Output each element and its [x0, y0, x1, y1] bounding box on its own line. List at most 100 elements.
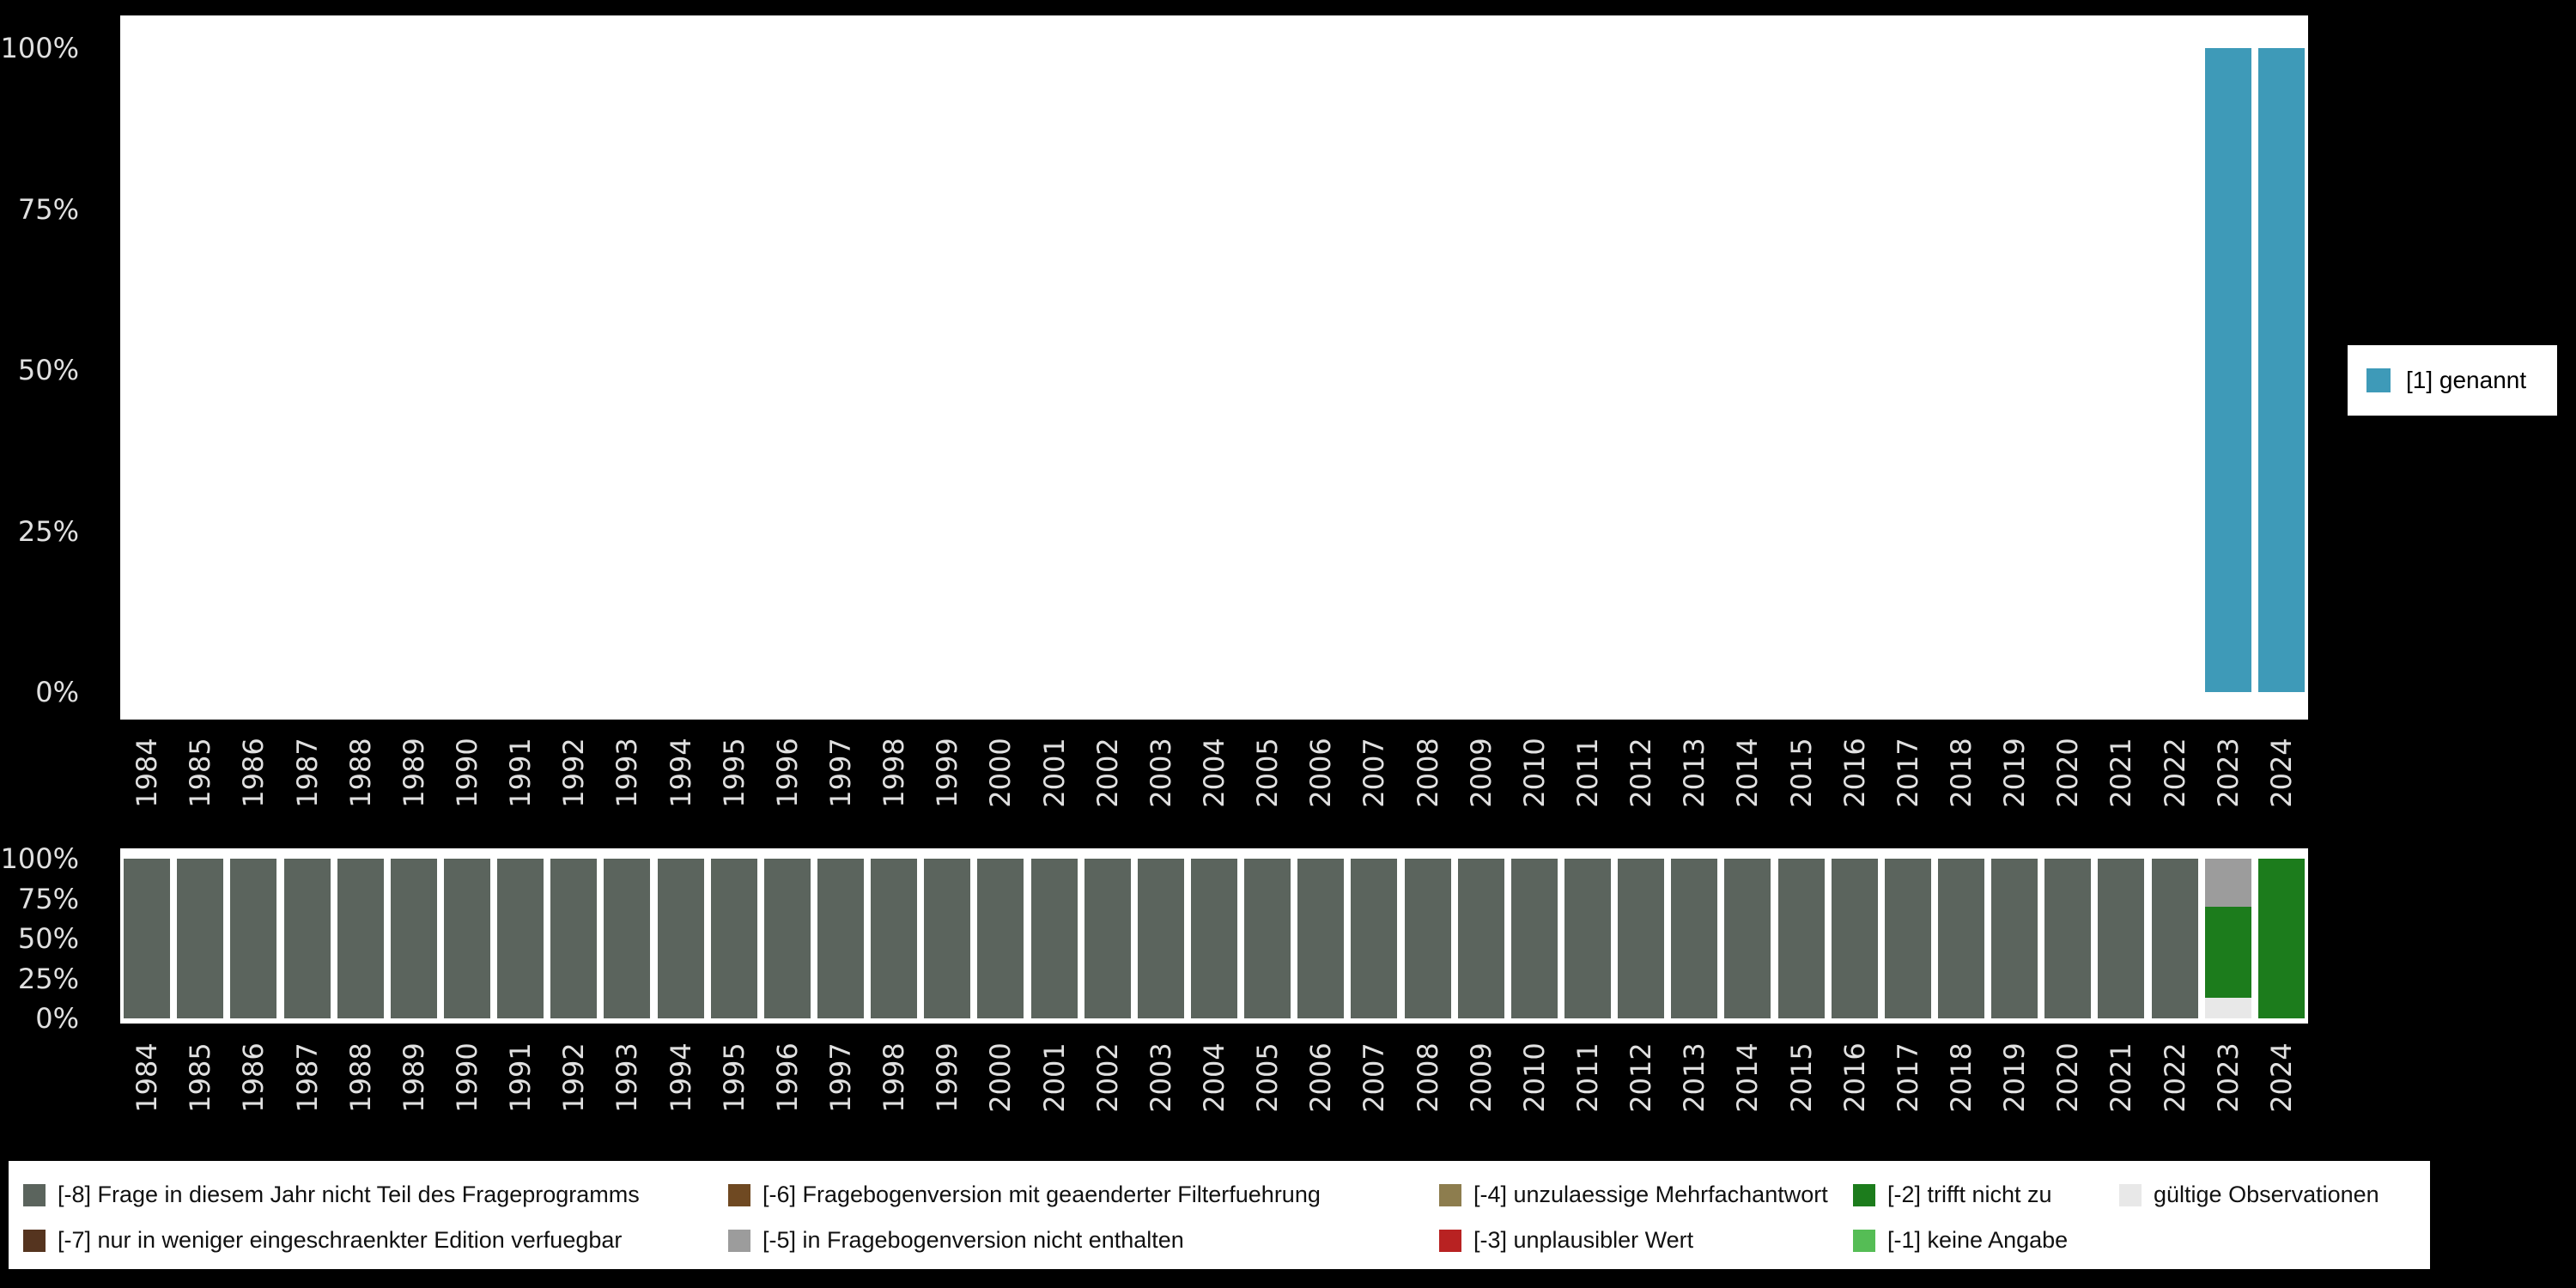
- bar-segment: [1618, 859, 1665, 1018]
- x-axis-year-label: 2023: [2211, 738, 2245, 808]
- bar-segment: [497, 859, 544, 1018]
- bar-segment: [763, 859, 811, 1018]
- legend-entry: [-6] Fragebogenversion mit geaenderter F…: [728, 1182, 1321, 1208]
- x-axis-year-label: 1993: [611, 1042, 644, 1113]
- bar-segment: [230, 859, 277, 1018]
- x-axis-year-label: 2017: [1891, 738, 1924, 808]
- bar-segment: [177, 859, 224, 1018]
- x-axis-year-label: 1992: [557, 1042, 591, 1113]
- legend-label: [-8] Frage in diesem Jahr nicht Teil des…: [58, 1182, 640, 1207]
- x-axis-year-label: 2021: [2105, 738, 2138, 808]
- bar-segment: [2098, 859, 2145, 1018]
- y-tick-label: 50%: [17, 354, 79, 386]
- legend-label: [-4] unzulaessige Mehrfachantwort: [1473, 1182, 1828, 1207]
- bar-segment: [1030, 859, 1078, 1018]
- x-axis-year-label: 2023: [2211, 1042, 2245, 1113]
- bar-segment: [2204, 997, 2251, 1018]
- bar-segment: [443, 859, 490, 1018]
- y-tick-label: 50%: [17, 922, 79, 955]
- x-axis-year-label: 2002: [1091, 738, 1124, 808]
- x-axis-year-label: 2000: [984, 738, 1018, 808]
- x-axis-year-label: 2001: [1037, 738, 1071, 808]
- x-axis-year-label: 2009: [1464, 1042, 1498, 1113]
- bar-segment: [390, 859, 437, 1018]
- x-axis-year-label: 2017: [1891, 1042, 1924, 1113]
- x-axis-year-label: 1997: [823, 1042, 857, 1113]
- x-axis-year-label: 1988: [343, 1042, 377, 1113]
- x-axis-year-label: 1990: [450, 1042, 483, 1113]
- x-axis-year-label: 1999: [931, 738, 964, 808]
- x-axis-year-label: 1995: [717, 1042, 750, 1113]
- bar-segment: [1351, 859, 1398, 1018]
- x-axis-year-label: 1992: [557, 738, 591, 808]
- bar-segment: [924, 859, 971, 1018]
- legend-entry: [-7] nur in weniger eingeschraenkter Edi…: [23, 1227, 622, 1254]
- bar-segment: [2204, 906, 2251, 998]
- y-tick-label: 100%: [0, 32, 79, 64]
- y-tick-label: 25%: [17, 514, 79, 548]
- x-axis-year-label: 1989: [397, 738, 430, 808]
- x-axis-year-label: 2005: [1251, 738, 1285, 808]
- x-axis-year-label: 1998: [878, 1042, 911, 1113]
- legend-swatch: [1439, 1229, 1461, 1252]
- x-axis-year-label: 2019: [1998, 1042, 2032, 1113]
- bar-segment: [1564, 859, 1612, 1018]
- y-tick-label: 0%: [35, 1002, 79, 1035]
- bar-segment: [1084, 859, 1131, 1018]
- legend-label: [-7] nur in weniger eingeschraenkter Edi…: [58, 1227, 623, 1253]
- x-axis-year-label: 1986: [237, 738, 270, 808]
- x-axis-year-label: 2018: [1945, 1042, 1978, 1113]
- x-axis-year-label: 2003: [1144, 1042, 1177, 1113]
- bar-segment: [1938, 859, 1985, 1018]
- legend-entry: [-5] in Fragebogenversion nicht enthalte…: [728, 1227, 1184, 1254]
- x-axis-year-label: 2003: [1144, 738, 1177, 808]
- bar-segment: [1404, 859, 1451, 1018]
- genannt-legend-swatch: [2366, 368, 2391, 392]
- x-axis-year-label: 2015: [1784, 738, 1818, 808]
- x-axis-year-label: 2006: [1304, 738, 1338, 808]
- x-axis-year-label: 2019: [1998, 738, 2032, 808]
- x-axis-year-label: 2014: [1731, 1042, 1765, 1113]
- x-axis-year-label: 1984: [131, 738, 164, 808]
- x-axis-year-label: 1989: [397, 1042, 430, 1113]
- legend-label: [-5] in Fragebogenversion nicht enthalte…: [762, 1227, 1184, 1253]
- bar-segment: [1671, 859, 1718, 1018]
- x-axis-year-label: 2022: [2158, 1042, 2191, 1113]
- x-axis-year-label: 2013: [1678, 738, 1711, 808]
- x-axis-year-label: 1997: [823, 738, 857, 808]
- x-axis-year-label: 2012: [1625, 1042, 1658, 1113]
- legend-swatch: [23, 1183, 46, 1206]
- bottom-plot-panel: [120, 848, 2308, 1024]
- x-axis-year-label: 2000: [984, 1042, 1018, 1113]
- bar-segment: [2257, 859, 2305, 1018]
- x-axis-year-label: 2008: [1411, 1042, 1444, 1113]
- x-axis-year-label: 2016: [1838, 1042, 1871, 1113]
- bar-segment: [1457, 859, 1504, 1018]
- bar-segment: [1137, 859, 1184, 1018]
- legend-entry: gültige Observationen: [2119, 1182, 2379, 1208]
- bar-segment: [2151, 859, 2198, 1018]
- bar-segment: [871, 859, 918, 1018]
- bar-segment: [337, 859, 384, 1018]
- x-axis-year-label: 1995: [717, 738, 750, 808]
- legend-entry: [-2] trifft nicht zu: [1853, 1182, 2052, 1208]
- x-axis-year-label: 2002: [1091, 1042, 1124, 1113]
- legend-label: [-1] keine Angabe: [1887, 1227, 2069, 1253]
- x-axis-year-label: 2004: [1198, 738, 1230, 808]
- x-axis-year-label: 2024: [2264, 738, 2298, 808]
- x-axis-year-label: 1987: [290, 738, 324, 808]
- bar-segment: [710, 859, 757, 1018]
- x-axis-year-label: 2022: [2158, 738, 2191, 808]
- x-axis-year-label: 2021: [2105, 1042, 2138, 1113]
- x-axis-year-label: 2009: [1464, 738, 1498, 808]
- y-tick-label: 100%: [0, 842, 79, 875]
- x-axis-year-label: 2020: [2051, 738, 2085, 808]
- bar-segment: [2204, 859, 2251, 907]
- x-axis-year-label: 1994: [664, 1042, 697, 1113]
- x-axis-year-label: 1987: [290, 1042, 324, 1113]
- x-axis-year-label: 1984: [131, 1042, 164, 1113]
- bar-segment: [1991, 859, 2038, 1018]
- top-legend: [1] genannt: [2346, 343, 2559, 417]
- x-axis-year-label: 1991: [504, 1042, 538, 1113]
